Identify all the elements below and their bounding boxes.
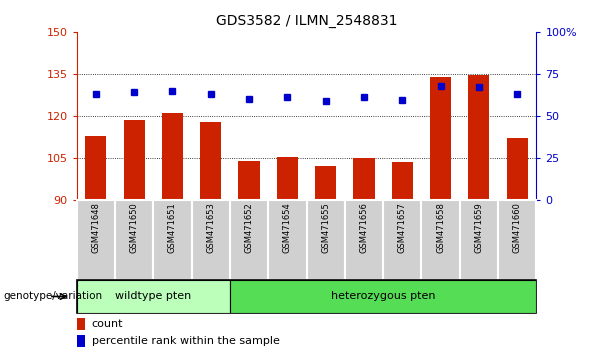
Bar <box>315 166 336 200</box>
Text: GSM471654: GSM471654 <box>283 202 292 253</box>
Bar <box>191 200 230 280</box>
Bar <box>77 318 85 330</box>
Bar <box>162 113 183 200</box>
Text: GSM471658: GSM471658 <box>436 202 445 253</box>
Bar <box>392 162 413 200</box>
Bar <box>468 75 489 200</box>
Text: GSM471657: GSM471657 <box>398 202 407 253</box>
Bar <box>422 200 460 280</box>
Bar <box>230 200 268 280</box>
Bar <box>498 200 536 280</box>
Bar <box>354 158 375 200</box>
Text: wildtype pten: wildtype pten <box>115 291 191 302</box>
Text: GSM471660: GSM471660 <box>512 202 522 253</box>
Bar <box>153 200 191 280</box>
Title: GDS3582 / ILMN_2548831: GDS3582 / ILMN_2548831 <box>216 14 397 28</box>
Text: GSM471648: GSM471648 <box>91 202 101 253</box>
Text: GSM471653: GSM471653 <box>206 202 215 253</box>
Bar <box>77 335 85 347</box>
Text: GSM471651: GSM471651 <box>168 202 177 253</box>
Bar <box>77 200 115 280</box>
Bar <box>460 200 498 280</box>
Bar <box>85 136 106 200</box>
Text: percentile rank within the sample: percentile rank within the sample <box>92 336 280 346</box>
Bar <box>230 280 536 313</box>
Text: heterozygous pten: heterozygous pten <box>331 291 435 302</box>
Text: GSM471659: GSM471659 <box>474 202 484 253</box>
Text: GSM471650: GSM471650 <box>129 202 139 253</box>
Text: count: count <box>92 319 123 329</box>
Text: GSM471652: GSM471652 <box>245 202 254 253</box>
Bar <box>507 138 528 200</box>
Bar <box>306 200 345 280</box>
Text: GSM471656: GSM471656 <box>359 202 368 253</box>
Bar <box>383 200 422 280</box>
Text: GSM471655: GSM471655 <box>321 202 330 253</box>
Text: genotype/variation: genotype/variation <box>3 291 102 302</box>
Bar <box>124 120 145 200</box>
Bar <box>115 200 153 280</box>
Bar <box>277 156 298 200</box>
Bar <box>430 77 451 200</box>
Bar <box>200 121 221 200</box>
Bar <box>238 161 259 200</box>
Bar <box>77 280 230 313</box>
Bar <box>345 200 383 280</box>
Bar <box>268 200 306 280</box>
